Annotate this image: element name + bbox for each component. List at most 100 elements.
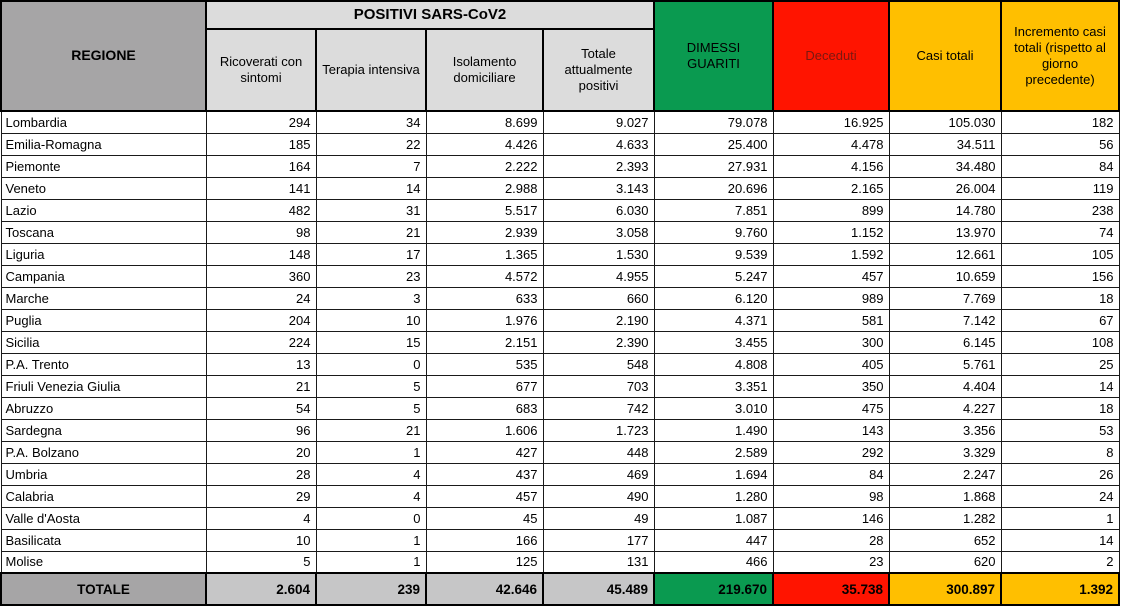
cell-casi-totali: 34.480 [888, 154, 1002, 178]
cell-incremento-casi-totali: 1 [1000, 506, 1120, 530]
cell-incremento-casi-totali: 67 [1000, 308, 1120, 332]
cell-totale-attualmente-positivi: 660 [542, 286, 655, 310]
region-name: Valle d'Aosta [0, 506, 207, 530]
cell-incremento-casi-totali: 53 [1000, 418, 1120, 442]
cell-dimessi-guariti: 20.696 [653, 176, 774, 200]
cell-dimessi-guariti: 447 [653, 528, 774, 552]
cell-totale-attualmente-positivi: 448 [542, 440, 655, 464]
header-dimessi-guariti: DIMESSI GUARITI [653, 0, 775, 112]
cell-deceduti: 405 [772, 352, 890, 376]
cell-casi-totali: 7.142 [888, 308, 1002, 332]
table-row: Calabria 29 4 457 490 1.280 98 1.868 24 [0, 484, 1120, 508]
cell-totale-attualmente-positivi: 742 [542, 396, 655, 420]
totale-casi-totali: 300.897 [888, 572, 1003, 606]
cell-totale-attualmente-positivi: 177 [542, 528, 655, 552]
cell-dimessi-guariti: 4.808 [653, 352, 774, 376]
header-casi-totali: Casi totali [888, 0, 1003, 112]
region-name: Calabria [0, 484, 207, 508]
totale-terapia-intensiva: 239 [315, 572, 427, 606]
cell-terapia-intensiva: 10 [315, 308, 427, 332]
cell-dimessi-guariti: 1.694 [653, 462, 774, 486]
cell-incremento-casi-totali: 24 [1000, 484, 1120, 508]
cell-isolamento-domiciliare: 2.939 [425, 220, 544, 244]
cell-dimessi-guariti: 79.078 [653, 110, 774, 134]
cell-incremento-casi-totali: 14 [1000, 528, 1120, 552]
cell-totale-attualmente-positivi: 4.955 [542, 264, 655, 288]
table-row: Lombardia 294 34 8.699 9.027 79.078 16.9… [0, 110, 1120, 134]
cell-totale-attualmente-positivi: 490 [542, 484, 655, 508]
cell-incremento-casi-totali: 119 [1000, 176, 1120, 200]
cell-terapia-intensiva: 0 [315, 506, 427, 530]
cell-incremento-casi-totali: 56 [1000, 132, 1120, 156]
cell-casi-totali: 1.282 [888, 506, 1002, 530]
cell-ricoverati-con-sintomi: 224 [205, 330, 317, 354]
cell-ricoverati-con-sintomi: 185 [205, 132, 317, 156]
cell-deceduti: 2.165 [772, 176, 890, 200]
cell-casi-totali: 4.404 [888, 374, 1002, 398]
cell-totale-attualmente-positivi: 49 [542, 506, 655, 530]
table-row: Liguria 148 17 1.365 1.530 9.539 1.592 1… [0, 242, 1120, 266]
cell-isolamento-domiciliare: 2.151 [425, 330, 544, 354]
cell-isolamento-domiciliare: 457 [425, 484, 544, 508]
cell-terapia-intensiva: 7 [315, 154, 427, 178]
totale-dimessi-guariti: 219.670 [653, 572, 775, 606]
cell-totale-attualmente-positivi: 4.633 [542, 132, 655, 156]
cell-isolamento-domiciliare: 437 [425, 462, 544, 486]
cell-isolamento-domiciliare: 166 [425, 528, 544, 552]
table-row: Umbria 28 4 437 469 1.694 84 2.247 26 [0, 462, 1120, 486]
cell-casi-totali: 7.769 [888, 286, 1002, 310]
cell-terapia-intensiva: 3 [315, 286, 427, 310]
header-deceduti: Deceduti [772, 0, 891, 112]
cell-ricoverati-con-sintomi: 28 [205, 462, 317, 486]
cell-deceduti: 475 [772, 396, 890, 420]
cell-dimessi-guariti: 3.455 [653, 330, 774, 354]
cell-ricoverati-con-sintomi: 164 [205, 154, 317, 178]
cell-deceduti: 98 [772, 484, 890, 508]
cell-deceduti: 4.156 [772, 154, 890, 178]
cell-incremento-casi-totali: 18 [1000, 396, 1120, 420]
cell-casi-totali: 652 [888, 528, 1002, 552]
cell-casi-totali: 105.030 [888, 110, 1002, 134]
table-row: Friuli Venezia Giulia 21 5 677 703 3.351… [0, 374, 1120, 398]
header-row-sub: Ricoverati con sintomi Terapia intensiva… [1, 28, 1119, 112]
cell-dimessi-guariti: 3.351 [653, 374, 774, 398]
cell-casi-totali: 3.356 [888, 418, 1002, 442]
header-incremento-casi: Incremento casi totali (rispetto al gior… [1000, 0, 1121, 112]
cell-dimessi-guariti: 6.120 [653, 286, 774, 310]
cell-ricoverati-con-sintomi: 482 [205, 198, 317, 222]
table-row: Marche 24 3 633 660 6.120 989 7.769 18 [0, 286, 1120, 310]
cell-deceduti: 16.925 [772, 110, 890, 134]
table-row: Campania 360 23 4.572 4.955 5.247 457 10… [0, 264, 1120, 288]
cell-casi-totali: 10.659 [888, 264, 1002, 288]
cell-isolamento-domiciliare: 125 [425, 550, 544, 574]
cell-deceduti: 457 [772, 264, 890, 288]
region-name: Veneto [0, 176, 207, 200]
cell-dimessi-guariti: 9.539 [653, 242, 774, 266]
cell-deceduti: 4.478 [772, 132, 890, 156]
cell-ricoverati-con-sintomi: 96 [205, 418, 317, 442]
cell-incremento-casi-totali: 238 [1000, 198, 1120, 222]
cell-ricoverati-con-sintomi: 20 [205, 440, 317, 464]
cell-deceduti: 581 [772, 308, 890, 332]
cell-dimessi-guariti: 9.760 [653, 220, 774, 244]
cell-isolamento-domiciliare: 535 [425, 352, 544, 376]
cell-deceduti: 28 [772, 528, 890, 552]
cell-terapia-intensiva: 21 [315, 418, 427, 442]
totale-label: TOTALE [0, 572, 207, 606]
cell-isolamento-domiciliare: 8.699 [425, 110, 544, 134]
cell-isolamento-domiciliare: 427 [425, 440, 544, 464]
cell-ricoverati-con-sintomi: 294 [205, 110, 317, 134]
table-row: Valle d'Aosta 4 0 45 49 1.087 146 1.282 … [0, 506, 1120, 530]
cell-isolamento-domiciliare: 1.976 [425, 308, 544, 332]
cell-isolamento-domiciliare: 1.606 [425, 418, 544, 442]
cell-deceduti: 84 [772, 462, 890, 486]
cell-dimessi-guariti: 1.280 [653, 484, 774, 508]
table-row: Sicilia 224 15 2.151 2.390 3.455 300 6.1… [0, 330, 1120, 354]
region-name: Molise [0, 550, 207, 574]
cell-incremento-casi-totali: 156 [1000, 264, 1120, 288]
cell-terapia-intensiva: 22 [315, 132, 427, 156]
cell-deceduti: 899 [772, 198, 890, 222]
cell-totale-attualmente-positivi: 2.190 [542, 308, 655, 332]
cell-incremento-casi-totali: 182 [1000, 110, 1120, 134]
header-isolamento-domiciliare: Isolamento domiciliare [425, 28, 544, 112]
